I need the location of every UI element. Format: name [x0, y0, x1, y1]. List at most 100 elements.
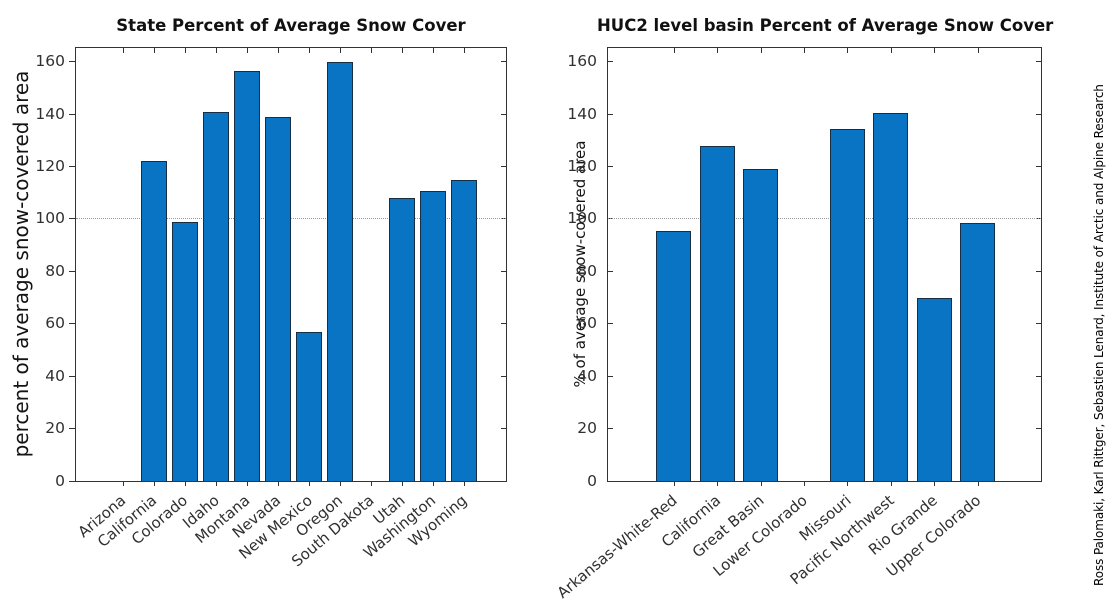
y-tick	[501, 270, 506, 272]
bar-nevada	[264, 116, 291, 481]
x-tick	[934, 481, 936, 486]
y-tick	[69, 375, 75, 377]
bar-oregon	[326, 61, 353, 481]
bar-upper-colorado	[960, 222, 995, 481]
x-tick	[803, 481, 805, 486]
state-chart-title: State Percent of Average Snow Cover	[116, 16, 466, 35]
y-tick-label: 160	[35, 52, 65, 71]
x-tick	[760, 481, 762, 486]
y-tick	[608, 218, 613, 220]
y-tick-label: 0	[587, 471, 597, 490]
x-tick	[308, 481, 310, 486]
x-tick	[673, 48, 675, 53]
y-tick	[1036, 218, 1041, 220]
bar-new-mexico	[295, 331, 322, 481]
x-tick	[717, 48, 719, 53]
x-tick	[847, 48, 849, 53]
y-tick	[501, 166, 506, 168]
y-tick	[69, 480, 75, 482]
y-tick	[1036, 61, 1041, 63]
y-tick	[69, 113, 75, 115]
bar-missouri	[829, 128, 865, 481]
x-tick	[847, 481, 849, 486]
x-tick	[184, 481, 186, 486]
y-tick-label: 20	[577, 419, 597, 438]
x-tick	[401, 48, 403, 53]
x-tick	[339, 481, 341, 486]
x-tick	[215, 481, 217, 486]
x-tick	[803, 48, 805, 53]
y-tick	[608, 61, 613, 63]
y-tick	[1036, 166, 1041, 168]
bar-great-basin	[743, 169, 778, 481]
y-tick	[69, 166, 75, 168]
y-tick	[501, 61, 506, 63]
y-tick-label: 120	[35, 157, 65, 176]
y-tick	[501, 375, 506, 377]
x-tick	[463, 481, 465, 486]
credit-text: Ross Palomaki, Karl Rittger, Sebastien L…	[1092, 84, 1106, 586]
y-tick	[608, 270, 613, 272]
x-tick	[308, 48, 310, 53]
bar-montana	[233, 70, 260, 481]
y-tick	[501, 428, 506, 430]
x-tick	[977, 481, 979, 486]
y-tick	[1036, 270, 1041, 272]
y-tick-label: 40	[577, 366, 597, 385]
x-tick	[122, 481, 124, 486]
x-tick	[215, 48, 217, 53]
y-tick	[69, 428, 75, 430]
y-tick-label: 20	[45, 419, 65, 438]
bar-washington	[419, 191, 446, 481]
y-tick-label: 100	[35, 209, 65, 228]
x-tick	[890, 48, 892, 53]
y-tick-label: 140	[35, 104, 65, 123]
x-tick	[977, 48, 979, 53]
bar-idaho	[202, 111, 229, 481]
bar-california	[140, 161, 167, 481]
x-tick	[122, 48, 124, 53]
y-tick-label: 160	[567, 52, 597, 71]
y-tick	[608, 166, 613, 168]
y-tick	[69, 323, 75, 325]
x-tick-label-arkansas-white-red: Arkansas-White-Red	[553, 491, 681, 602]
y-tick	[1036, 375, 1041, 377]
bar-colorado	[171, 221, 198, 481]
y-tick	[608, 323, 613, 325]
x-tick	[246, 48, 248, 53]
y-tick-label: 140	[567, 104, 597, 123]
x-tick	[760, 48, 762, 53]
y-tick-label: 40	[45, 366, 65, 385]
x-tick	[339, 48, 341, 53]
x-tick	[673, 481, 675, 486]
reference-line-100	[76, 217, 506, 219]
bar-pacific-northwest	[873, 112, 909, 481]
y-tick	[1036, 428, 1041, 430]
state-plot-area: 0 20 40 60 80 100 120 140 160 Arizona California Co…	[35, 47, 507, 570]
x-tick	[934, 48, 936, 53]
y-tick	[1036, 113, 1041, 115]
y-tick-label: 60	[45, 314, 65, 333]
y-tick	[69, 61, 75, 63]
x-tick	[246, 481, 248, 486]
y-tick	[608, 375, 613, 377]
x-tick	[432, 48, 434, 53]
x-tick	[184, 48, 186, 53]
x-tick	[890, 481, 892, 486]
y-tick	[501, 113, 506, 115]
state-y-axis-label: percent of average snow-covered area	[9, 70, 33, 458]
x-tick	[153, 48, 155, 53]
y-tick-label: 100	[567, 209, 597, 228]
x-tick	[370, 481, 372, 486]
y-tick-label: 0	[55, 471, 65, 490]
bar-arkansas-white-red	[656, 230, 692, 481]
x-tick	[370, 48, 372, 53]
bar-rio-grande	[916, 297, 952, 481]
reference-line-100	[608, 217, 1041, 219]
y-tick	[501, 218, 506, 220]
y-tick	[501, 323, 506, 325]
x-tick	[401, 481, 403, 486]
x-tick	[277, 481, 279, 486]
y-tick-label: 60	[577, 314, 597, 333]
x-tick	[717, 481, 719, 486]
